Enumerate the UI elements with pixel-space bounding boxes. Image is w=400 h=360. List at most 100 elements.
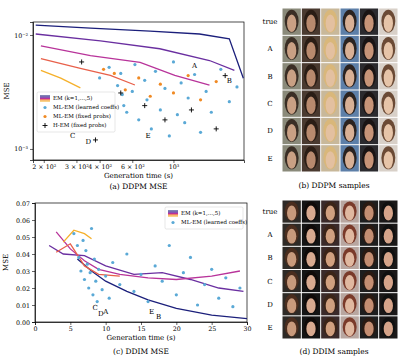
- image-background: [360, 145, 378, 171]
- series-line: [36, 25, 244, 78]
- tick-label: 20: [173, 325, 181, 332]
- tick: 0.05: [16, 234, 35, 241]
- scatter-point: [149, 95, 152, 98]
- image-hair: [323, 317, 337, 336]
- sample-image: [360, 293, 378, 315]
- image-face: [287, 252, 296, 267]
- image-background: [302, 270, 320, 292]
- image-hair: [285, 201, 299, 220]
- image-background: [283, 201, 301, 223]
- image-background: [321, 293, 339, 315]
- scatter-point: [224, 276, 227, 279]
- sample-image: [283, 9, 301, 35]
- image-face: [306, 321, 315, 336]
- scatter-point: [183, 121, 186, 124]
- image-background: [302, 9, 320, 35]
- scatter-point: [111, 261, 114, 264]
- legend-swatch: [40, 99, 50, 100]
- image-face: [326, 97, 335, 114]
- sample-image: [360, 201, 378, 223]
- scatter-point: [162, 117, 167, 122]
- image-face: [384, 252, 393, 267]
- legend-swatch: [43, 123, 48, 128]
- image-background: [283, 118, 301, 144]
- image-background: [321, 9, 339, 35]
- image-background: [321, 316, 339, 338]
- image-face: [364, 69, 373, 86]
- image-face: [345, 42, 354, 59]
- image-background: [360, 316, 378, 338]
- sample-image: [283, 91, 301, 117]
- image-face: [287, 42, 296, 59]
- scatter-point: [228, 100, 231, 103]
- image-face: [326, 124, 335, 141]
- sample-image: [379, 316, 397, 338]
- image-face: [287, 97, 296, 114]
- sample-panel: trueABCDE(b) DDPM samples: [263, 9, 398, 191]
- image-background: [341, 63, 359, 89]
- image-hair: [381, 119, 395, 142]
- scatter-point: [108, 66, 111, 69]
- tick: 4 × 10²: [88, 160, 112, 170]
- image-hair: [343, 248, 357, 267]
- image-face: [384, 275, 393, 290]
- axis-line: [32, 204, 36, 323]
- image-face: [384, 97, 393, 114]
- sample-image: [341, 293, 359, 315]
- image-hair: [304, 64, 318, 87]
- image-background: [321, 91, 339, 117]
- sample-image: [341, 145, 359, 171]
- image-face: [306, 229, 315, 244]
- tick: 0.00: [16, 319, 35, 326]
- image-background: [302, 63, 320, 89]
- image-face: [384, 229, 393, 244]
- image-hair: [381, 64, 395, 87]
- image-hair: [285, 294, 299, 313]
- image-hair: [362, 92, 376, 115]
- scatter-point: [161, 280, 164, 283]
- sample-image: [302, 9, 320, 35]
- tick: 10⁻²: [14, 32, 33, 39]
- tick-label: 10: [102, 325, 110, 332]
- image-hair: [304, 294, 318, 313]
- sample-image: [379, 201, 397, 223]
- image-face: [306, 151, 315, 168]
- image-background: [283, 91, 301, 117]
- scatter-point: [163, 87, 166, 90]
- sample-image: [341, 36, 359, 62]
- sample-image: [360, 36, 378, 62]
- scatter-point: [168, 244, 171, 247]
- image-background: [341, 293, 359, 315]
- image-face: [384, 298, 393, 313]
- image-background: [283, 247, 301, 269]
- annotation: D: [98, 310, 104, 318]
- tick-mark: [30, 35, 33, 36]
- image-face: [287, 124, 296, 141]
- sample-image: [341, 270, 359, 292]
- scatter-point: [84, 249, 87, 252]
- image-hair: [285, 146, 299, 169]
- image-hair: [343, 37, 357, 60]
- tick-label: 15: [137, 325, 145, 332]
- scatter-point: [215, 80, 218, 83]
- x-axis-title: Generation time (s): [104, 172, 173, 180]
- image-hair: [343, 271, 357, 290]
- sample-image: [341, 91, 359, 117]
- sample-image: [379, 36, 397, 62]
- tick: 25: [208, 322, 216, 332]
- image-hair: [285, 37, 299, 60]
- tick-label: 5: [69, 325, 73, 332]
- image-background: [360, 9, 378, 35]
- image-face: [287, 15, 296, 32]
- image-face: [326, 151, 335, 168]
- image-face: [364, 15, 373, 32]
- sample-image: [302, 201, 320, 223]
- row-label: B: [267, 254, 272, 262]
- image-background: [283, 145, 301, 171]
- tick-label: 0.04: [16, 251, 30, 258]
- x-axis-title: Generation time (s): [106, 334, 175, 342]
- scatter-point: [77, 256, 80, 259]
- image-background: [379, 201, 397, 223]
- image-background: [360, 36, 378, 62]
- image-hair: [304, 146, 318, 169]
